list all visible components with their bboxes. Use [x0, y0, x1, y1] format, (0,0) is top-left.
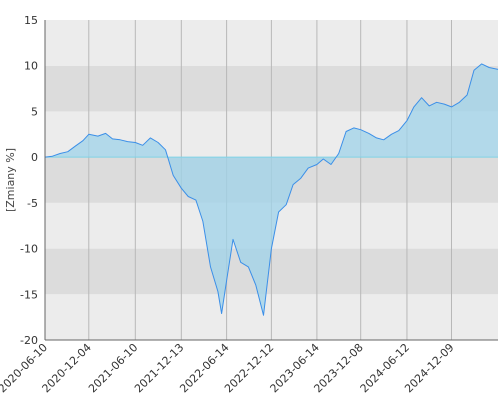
series-line [44, 63, 499, 316]
y-tick-label: -10 [20, 243, 38, 256]
y-tick-label: 0 [31, 151, 38, 164]
y-tick-label: -5 [27, 197, 38, 210]
area-layer [45, 63, 498, 316]
y-tick-labels: -20 -15 -10 -5 0 5 10 15 [20, 14, 38, 347]
series-area [45, 63, 498, 316]
y-tick-label: 5 [31, 105, 38, 118]
y-tick-label: -15 [20, 288, 38, 301]
axes [44, 20, 498, 341]
y-axis-label: [Zmiany %] [4, 148, 17, 212]
line-layer [44, 63, 499, 316]
y-tick-label: 15 [24, 14, 38, 27]
y-tick-label: 10 [24, 60, 38, 73]
x-tick-labels: 2020-06-102020-12-042021-06-102021-12-13… [0, 341, 457, 395]
y-tick-label: -20 [20, 334, 38, 347]
